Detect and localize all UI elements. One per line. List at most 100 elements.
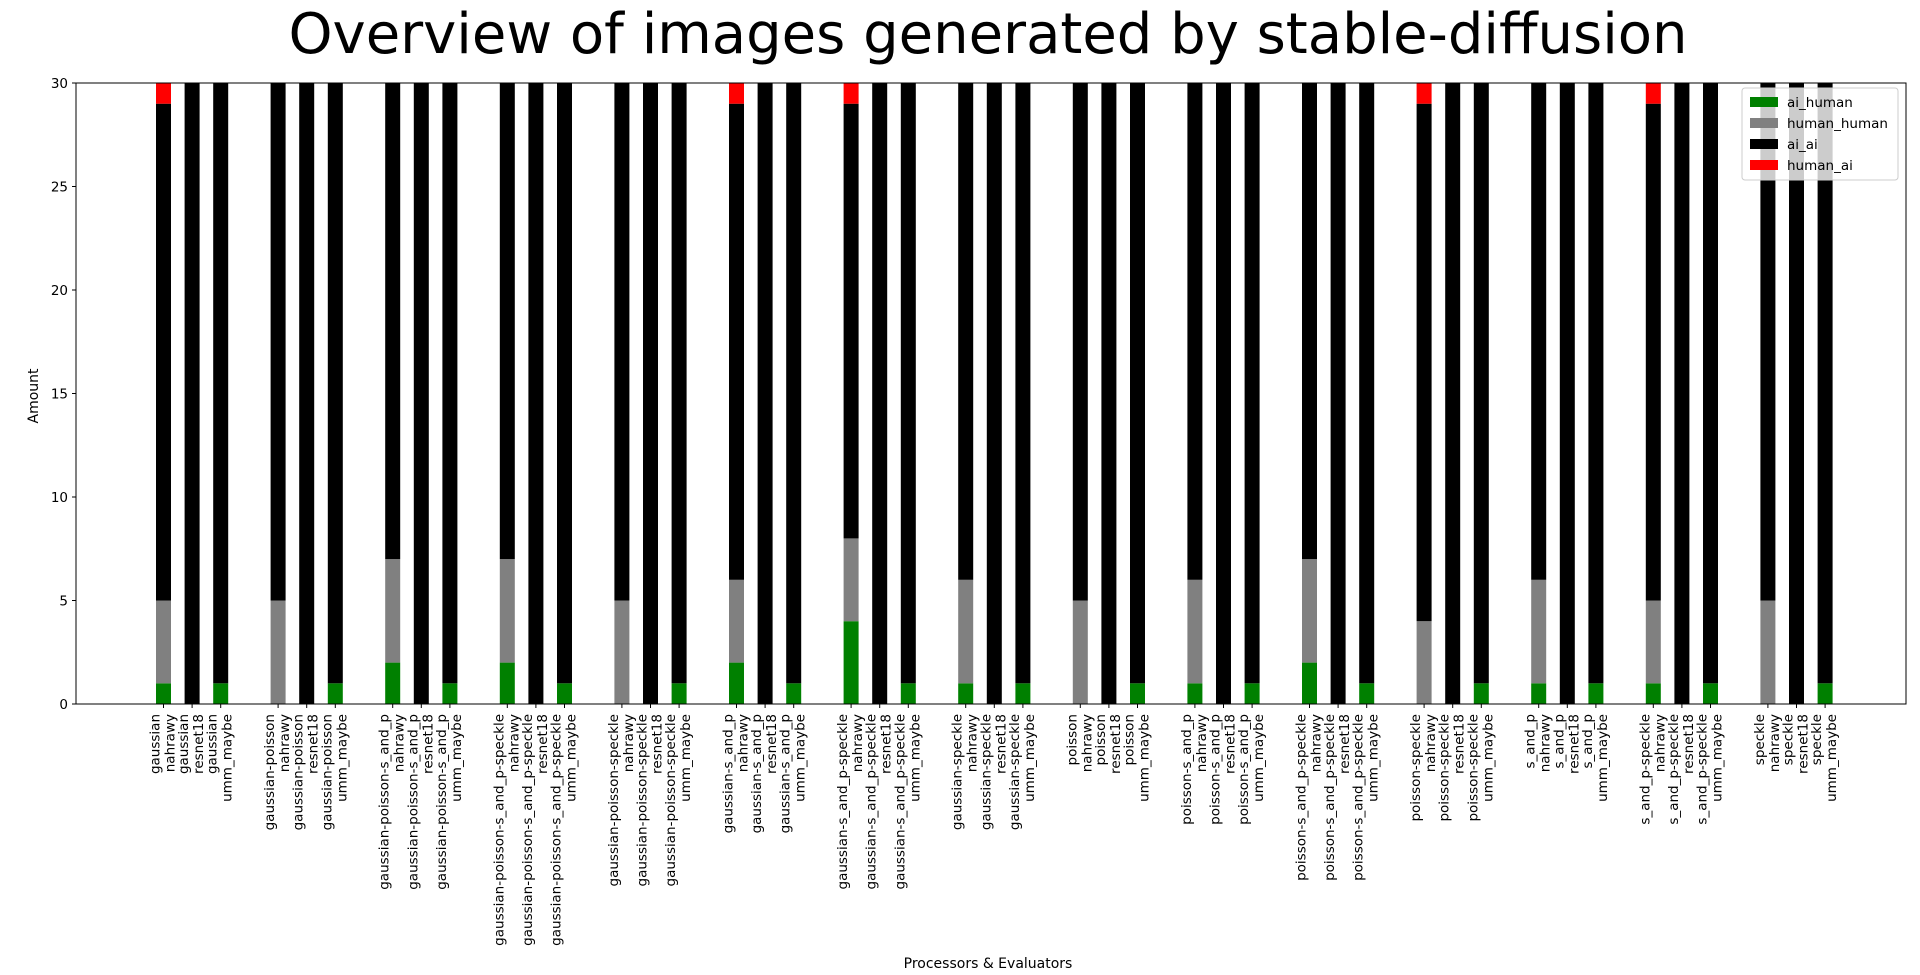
bar-segment-ai_ai <box>1330 83 1346 704</box>
x-axis-ticks: gaussiannahrawygaussianresnet18gaussianu… <box>148 704 1840 946</box>
x-tick-label: gaussian-poisson-s_and_p-speckleresnet18 <box>520 714 551 946</box>
bar-segment-ai_ai <box>958 83 974 580</box>
bar-segment-ai_human <box>1588 683 1604 704</box>
y-tick-label: 25 <box>51 180 68 196</box>
x-tick-label-line: gaussian-speckle <box>950 714 966 830</box>
bar-segment-ai_ai <box>1072 83 1088 601</box>
x-tick-label-line: resnet18 <box>879 714 895 774</box>
bar-segment-ai_ai <box>643 83 658 704</box>
bar-segment-ai_human <box>900 683 916 704</box>
x-tick-label: gaussian-poisson-s_and_p-speckleumm_mayb… <box>549 714 580 946</box>
x-tick-label-line: speckle <box>1809 714 1825 765</box>
bar-segment-human_human <box>499 559 515 663</box>
bar-segment-human_human <box>1760 600 1776 704</box>
bar-segment-human_ai <box>843 83 859 104</box>
y-axis-label: Amount <box>26 368 42 424</box>
bar-segment-ai_ai <box>156 103 171 601</box>
bar-segment-ai_ai <box>327 83 343 684</box>
x-tick-label-line: poisson-s_and_p <box>1236 714 1252 825</box>
bar-segment-ai_ai <box>1130 83 1145 684</box>
x-tick-label: poisson-s_and_presnet18 <box>1208 714 1239 825</box>
bar-segment-ai_human <box>156 683 171 704</box>
x-tick-label-line: umm_maybe <box>678 714 694 802</box>
x-tick-label: poissonumm_maybe <box>1122 714 1153 802</box>
bar-segment-ai_ai <box>385 83 401 560</box>
x-tick-label-line: umm_maybe <box>907 714 923 802</box>
x-tick-label: poisson-specklenahrawy <box>1408 714 1439 822</box>
bar-segment-ai_ai <box>442 83 458 684</box>
bar-segment-ai_ai <box>1445 83 1461 704</box>
bar-segment-ai_human <box>1473 683 1489 704</box>
x-tick-label-line: s_and_p <box>1523 714 1539 769</box>
bar-segment-ai_ai <box>1216 83 1231 704</box>
bar-segment-ai_ai <box>1244 83 1260 684</box>
bar-segment-ai_human <box>786 683 802 704</box>
bar-segment-human_human <box>1645 600 1661 684</box>
bar-segment-ai_ai <box>1559 83 1575 704</box>
x-tick-label-line: resnet18 <box>420 714 436 774</box>
bar-segment-ai_ai <box>786 83 802 684</box>
bar-segment-ai_human <box>843 621 859 704</box>
x-tick-label-line: poisson-speckle <box>1465 714 1481 822</box>
x-tick-label: poisson-s_and_p-specklenahrawy <box>1294 714 1325 881</box>
bar-segment-ai_human <box>1130 683 1145 704</box>
x-tick-label: gaussian-s_and_pumm_maybe <box>778 714 809 833</box>
x-tick-label-line: poisson-s_and_p-speckle <box>1294 714 1310 881</box>
x-tick-label-line: nahrawy <box>1423 714 1439 772</box>
x-tick-label-line: resnet18 <box>306 714 322 774</box>
x-tick-label: gaussian-s_and_presnet18 <box>749 714 780 833</box>
x-tick-label-line: gaussian-poisson <box>262 714 278 830</box>
bar-segment-ai_human <box>1703 683 1718 704</box>
bar-segment-ai_ai <box>900 83 916 684</box>
bar-segment-human_human <box>156 600 171 684</box>
x-tick-label-line: gaussian <box>148 714 164 774</box>
x-tick-label-line: gaussian-poisson-speckle <box>663 714 679 886</box>
bar-segment-ai_human <box>729 662 744 704</box>
x-tick-label: s_and_pnahrawy <box>1523 714 1554 772</box>
x-tick-label-line: umm_maybe <box>1595 714 1611 802</box>
x-tick-label-line: nahrawy <box>850 714 866 772</box>
x-tick-label: s_and_p-speckleresnet18 <box>1666 714 1697 825</box>
bar-segment-human_human <box>385 559 401 663</box>
bar-segment-ai_ai <box>299 83 315 704</box>
y-tick-label: 0 <box>59 697 68 713</box>
bar-segment-ai_ai <box>986 83 1002 704</box>
x-tick-label-line: umm_maybe <box>1137 714 1153 802</box>
bar-segment-ai_ai <box>1302 83 1317 560</box>
bar-segment-human_human <box>1302 559 1317 663</box>
x-tick-label-line: gaussian-poisson <box>319 714 335 830</box>
x-tick-label-line: poisson <box>1093 714 1109 765</box>
x-tick-label: poisson-s_and_pumm_maybe <box>1236 714 1267 825</box>
x-tick-label: poisson-s_and_p-speckleresnet18 <box>1322 714 1353 881</box>
bar-segment-ai_human <box>499 662 515 704</box>
x-tick-label-line: resnet18 <box>535 714 551 774</box>
x-tick-label: poisson-speckleumm_maybe <box>1465 714 1496 822</box>
y-tick-label: 30 <box>51 76 68 92</box>
x-tick-label: gaussian-poisson-s_and_presnet18 <box>405 714 436 890</box>
x-tick-label: gaussian-speckleresnet18 <box>978 714 1009 830</box>
x-tick-label: gaussian-poisson-speckleresnet18 <box>635 714 666 886</box>
bar-segment-ai_human <box>1531 683 1547 704</box>
bar-segment-human_ai <box>156 83 171 104</box>
x-tick-label-line: resnet18 <box>993 714 1009 774</box>
x-tick-label-line: resnet18 <box>764 714 780 774</box>
bar-segment-ai_human <box>213 683 229 704</box>
bar-segment-ai_ai <box>1187 83 1203 580</box>
x-tick-label-line: nahrawy <box>277 714 293 772</box>
x-tick-label-line: gaussian-speckle <box>978 714 994 830</box>
x-tick-label-line: gaussian-poisson-s_and_p-speckle <box>520 714 536 946</box>
bars <box>75 82 1907 705</box>
x-tick-label-line: gaussian-s_and_p <box>778 714 794 833</box>
x-tick-label: gaussian-specklenahrawy <box>950 714 981 830</box>
x-tick-label-line: poisson-speckle <box>1437 714 1453 822</box>
bar-segment-ai_human <box>442 683 458 704</box>
bar-segment-ai_ai <box>184 83 200 704</box>
bar-segment-human_ai <box>729 83 744 104</box>
x-tick-label-line: resnet18 <box>1223 714 1239 774</box>
bar-segment-human_human <box>614 600 630 704</box>
bar-segment-ai_human <box>557 683 572 704</box>
bar-segment-ai_ai <box>757 83 773 704</box>
x-tick-label-line: gaussian-poisson-speckle <box>635 714 651 886</box>
y-axis: 0 5 10 15 20 25 30 <box>51 76 76 713</box>
y-tick-label: 10 <box>51 490 68 506</box>
